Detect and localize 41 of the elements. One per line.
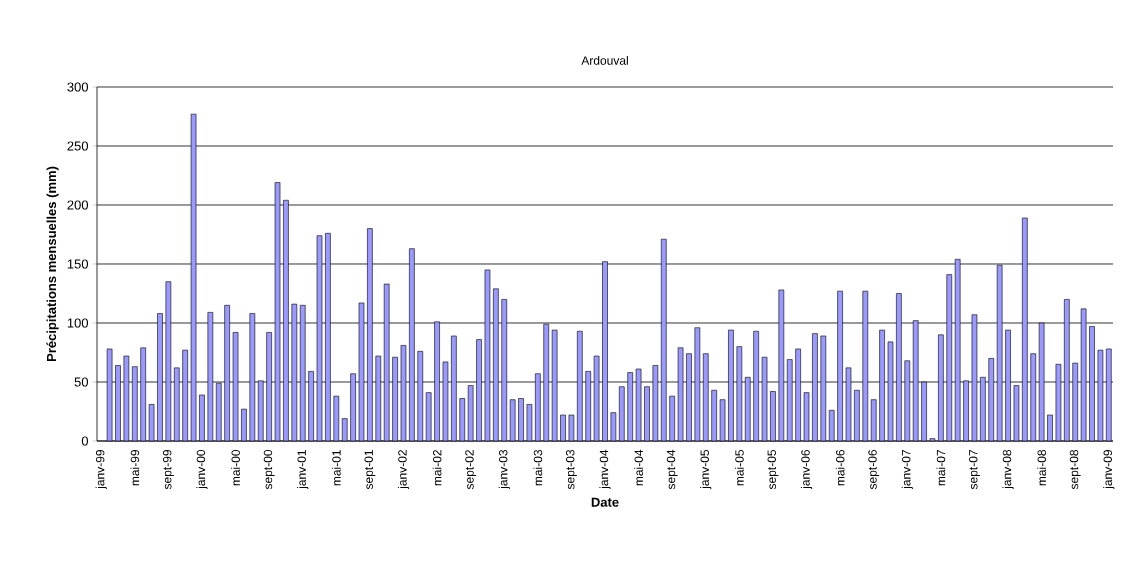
x-tick-label: sept-08 [1069, 450, 1081, 490]
x-tick-label: mai-04 [634, 449, 643, 486]
x-tick-label: sept-03 [565, 450, 577, 490]
x-tick-label: mai-08 [1037, 450, 1047, 486]
x-tick-label: janv-06 [800, 450, 813, 490]
x-tick-label: janv-01 [297, 450, 309, 490]
y-tick-label: 50 [74, 377, 89, 387]
x-tick-label: sept-01 [364, 450, 376, 490]
chart-title: Ardouval [581, 55, 628, 65]
y-tick-label: 0 [81, 436, 89, 446]
x-tick-label: sept-06 [868, 450, 880, 490]
x-tick-label: janv-02 [397, 450, 410, 490]
x-tick-label: sept-05 [767, 449, 779, 490]
x-tick-label: janv-07 [901, 450, 913, 490]
y-tick-label: 150 [67, 259, 89, 269]
y-tick-label: 250 [67, 141, 89, 151]
x-tick-label: mai-99 [130, 450, 140, 486]
y-tick-label: 300 [67, 82, 89, 92]
x-tick-label: janv-04 [599, 449, 611, 490]
x-tick-label: janv-05 [700, 449, 712, 490]
x-tick-label: mai-03 [533, 450, 543, 486]
x-tick-label: janv-99 [95, 450, 107, 490]
x-axis-title: Date [591, 497, 619, 507]
x-tick-label: mai-07 [936, 450, 946, 486]
y-tick-label: 200 [67, 200, 89, 210]
x-tick-label: janv-09 [1103, 450, 1115, 490]
x-tick-label: sept-99 [162, 450, 174, 490]
x-tick-label: sept-04 [666, 449, 678, 490]
x-tick-label: sept-00 [263, 449, 275, 490]
x-tick-label: sept-02 [465, 450, 477, 490]
x-tick-label: mai-01 [331, 450, 341, 486]
x-tick-label: mai-05 [734, 449, 744, 486]
x-tick-label: mai-06 [835, 450, 845, 486]
x-tick-label: janv-08 [1002, 450, 1014, 490]
x-tick-label: mai-00 [231, 449, 240, 486]
y-axis-title: Précipitations mensuelles (mm) [46, 166, 59, 362]
x-tick-label: mai-02 [432, 450, 442, 486]
x-tick-label: janv-00 [196, 449, 208, 490]
x-tick-label: janv-03 [498, 450, 510, 490]
x-tick-label: sept-07 [969, 450, 980, 490]
y-tick-label: 100 [67, 318, 89, 328]
